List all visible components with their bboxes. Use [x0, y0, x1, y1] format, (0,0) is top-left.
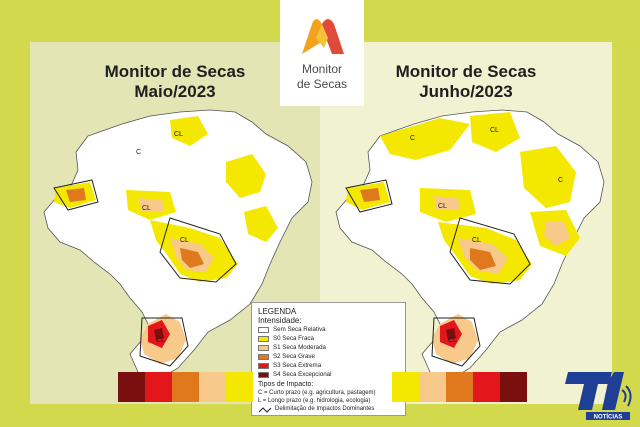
map-title-june: Monitor de Secas Junho/2023 — [395, 62, 537, 101]
map-legend: LEGENDA Intensidade: Sem Seca Relativa S… — [251, 302, 406, 416]
color-scale-right — [392, 372, 527, 402]
legend-item: Sem Seca Relativa — [258, 325, 399, 334]
scale-swatch — [419, 372, 446, 402]
brazil-drought-map-may: CL C CL CL CL — [43, 109, 313, 381]
legend-item: S2 Seca Grave — [258, 352, 399, 361]
legend-boundary: Delimitação de Impactos Dominantes — [258, 405, 399, 414]
map-panel-may: Monitor de Secas Maio/2023 CL C CL CL CL — [30, 42, 320, 404]
legend-title: LEGENDA — [258, 307, 297, 316]
legend-intensity-title: Intensidade: — [258, 316, 302, 325]
scale-swatch — [145, 372, 172, 402]
legend-item: S1 Seca Moderada — [258, 343, 399, 352]
logo-wordmark: Monitor de Secas — [296, 62, 348, 91]
map-label-cl-june-2: CL — [438, 203, 447, 210]
map-label-c-june-2: C — [558, 177, 563, 184]
legend-swatch — [258, 335, 269, 342]
legend-item: S3 Seca Extrema — [258, 361, 399, 370]
map-label-cl-may-2: CL — [142, 205, 151, 212]
legend-swatch — [258, 362, 269, 369]
legend-impact-long: L = Longo prazo (e.g. hidrologia, ecolog… — [258, 398, 371, 404]
map-label-cl-may-4: CL — [156, 337, 165, 344]
map-label-cl-may-3: CL — [180, 237, 189, 244]
map-label-c-june: C — [410, 135, 415, 142]
legend-swatch — [258, 326, 269, 333]
scale-swatch — [172, 372, 199, 402]
legend-item: S0 Seca Fraca — [258, 334, 399, 343]
scale-swatch — [500, 372, 527, 402]
monitor-de-secas-logo: Monitor de Secas — [280, 0, 364, 106]
map-label-cl-may: CL — [174, 131, 183, 138]
scale-swatch — [392, 372, 419, 402]
legend-impact-title: Tipos de Impacto: — [258, 381, 314, 388]
legend-impact-short: C = Curto prazo (e.g. agricultura, pasta… — [258, 390, 376, 396]
map-label-cl-june-4: CL — [448, 337, 457, 344]
boundary-line-icon — [258, 406, 272, 413]
legend-swatch — [258, 344, 269, 351]
t1-noticias-logo: NOTÍCIAS — [565, 372, 632, 421]
monitor-de-secas-m-icon — [302, 19, 344, 54]
brazil-drought-map-june: C CL CL CL CL C — [335, 109, 605, 381]
map-title-may: Monitor de Secas Maio/2023 — [104, 62, 246, 101]
legend-swatch — [258, 371, 269, 378]
map-label-cl-june-3: CL — [472, 237, 481, 244]
legend-swatch — [258, 353, 269, 360]
scale-swatch — [473, 372, 500, 402]
map-label-c-may: C — [136, 149, 141, 156]
legend-item: S4 Seca Excepcional — [258, 370, 399, 379]
t1-noticias-text: NOTÍCIAS — [594, 413, 623, 421]
color-scale-left — [118, 372, 253, 402]
map-panel-june: Monitor de Secas Junho/2023 C CL CL CL C… — [320, 42, 612, 404]
scale-swatch — [199, 372, 226, 402]
scale-swatch — [118, 372, 145, 402]
map-label-cl-june: CL — [490, 127, 499, 134]
scale-swatch — [226, 372, 253, 402]
scale-swatch — [446, 372, 473, 402]
